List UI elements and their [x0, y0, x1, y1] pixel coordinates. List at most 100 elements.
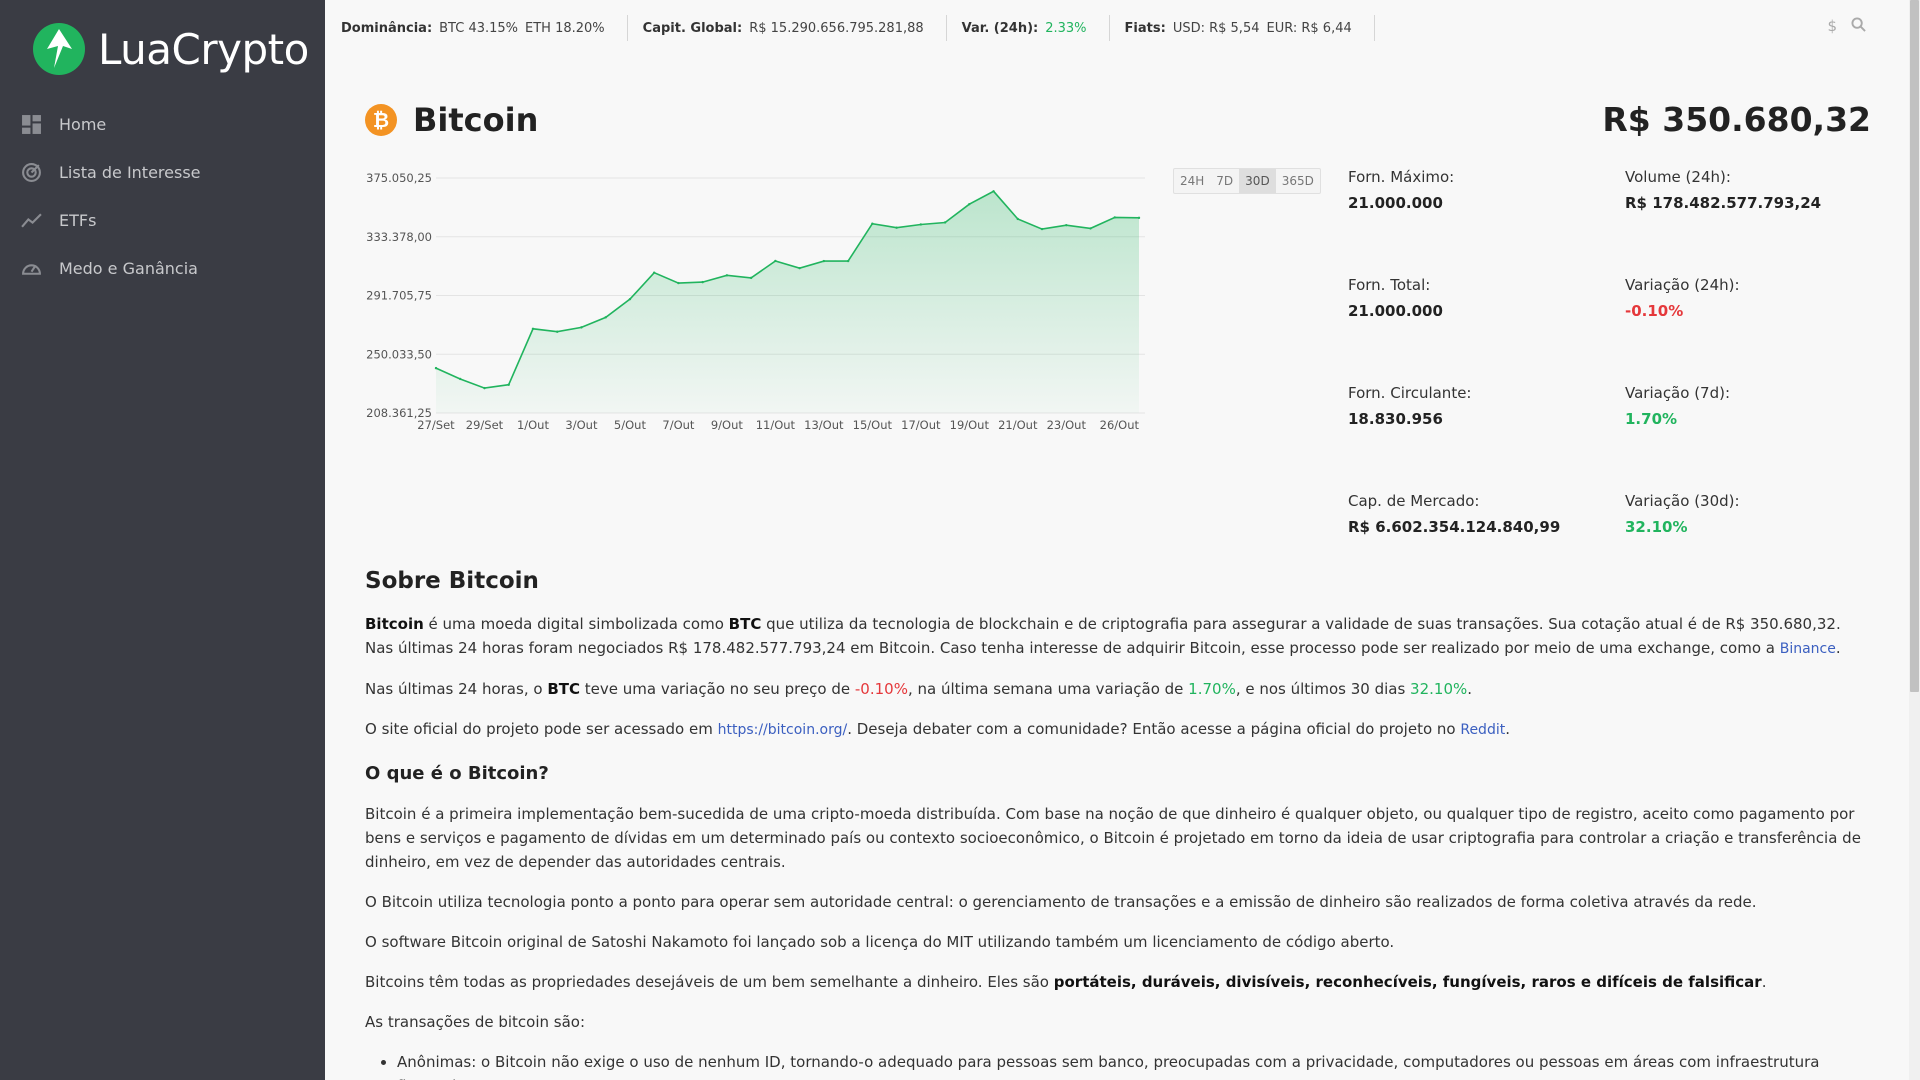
range-24h-button[interactable]: 24H — [1180, 174, 1205, 188]
x-tick-label: 26/Out — [1100, 418, 1140, 432]
data-point — [1113, 216, 1116, 219]
var30-inline: 32.10% — [1410, 680, 1468, 698]
var24-segment: Var. (24h): 2.33% — [947, 15, 1110, 41]
data-point — [774, 259, 777, 263]
stat-var24: Variação (24h): -0.10% — [1625, 276, 1740, 320]
global-cap-label: Capit. Global: — [642, 20, 743, 36]
scrollbar[interactable] — [1909, 0, 1920, 1080]
target-icon — [22, 162, 41, 182]
description-paragraph: O software Bitcoin original de Satoshi N… — [365, 933, 1395, 951]
data-point — [895, 226, 898, 229]
search-icon[interactable] — [1851, 17, 1866, 32]
dominance-eth: ETH 18.20% — [525, 20, 605, 36]
text: O site oficial do projeto pode ser acess… — [365, 720, 718, 738]
text: . — [1467, 680, 1473, 698]
stat-value: 18.830.956 — [1348, 410, 1443, 428]
bitcoin-logo-icon: ₿ — [365, 104, 397, 136]
data-point — [701, 280, 704, 284]
text: é uma moeda digital simbolizada como — [423, 615, 729, 633]
data-point — [968, 202, 971, 206]
data-point — [556, 330, 559, 333]
text: , e nos últimos 30 dias — [1235, 680, 1411, 698]
stat-label: Forn. Máximo: — [1348, 168, 1455, 186]
var24-value: 2.33% — [1045, 20, 1087, 36]
data-point — [725, 274, 729, 277]
x-tick-label: 23/Out — [1047, 418, 1087, 432]
x-tick-label: 21/Out — [998, 418, 1038, 432]
stat-label: Variação (24h): — [1625, 276, 1740, 294]
data-point — [1065, 223, 1068, 227]
sidebar-item-label: ETFs — [59, 210, 97, 230]
x-tick-label: 3/Out — [565, 418, 598, 432]
stat-total-supply: Forn. Total: 21.000.000 — [1348, 276, 1443, 320]
data-point — [1016, 217, 1019, 221]
dominance-label: Dominância: — [341, 20, 433, 36]
data-point — [434, 366, 438, 370]
global-cap-value: R$ 15.290.656.795.281,88 — [749, 20, 924, 36]
text: que utiliza da tecnologia de blockchain … — [365, 615, 1841, 657]
range-365d-button[interactable]: 365D — [1281, 174, 1314, 188]
series-area — [436, 191, 1139, 413]
x-tick-label: 11/Out — [756, 418, 796, 432]
gauge-icon — [22, 263, 41, 275]
variation-paragraph: Nas últimas 24 horas, o BTC teve uma var… — [365, 677, 1871, 701]
sidebar-nav: Home Lista de Interesse ETFs Medo e Ganâ… — [0, 100, 325, 292]
fiat-usd: USD: R$ 5,54 — [1172, 20, 1260, 36]
coin-title: Bitcoin — [413, 101, 539, 139]
logo-arrow-icon — [33, 23, 85, 75]
x-tick-label: 19/Out — [950, 418, 990, 432]
sidebar-item-label: Lista de Interesse — [59, 162, 201, 182]
stat-max-supply: Forn. Máximo: 21.000.000 — [1348, 168, 1454, 212]
official-site-link[interactable]: https://bitcoin.org/ — [717, 722, 848, 738]
data-point — [919, 223, 923, 226]
y-tick-label: 333.378,00 — [366, 230, 432, 244]
data-point — [483, 386, 486, 390]
binance-link[interactable]: Binance — [1779, 641, 1836, 657]
stat-value: 21.000.000 — [1348, 302, 1443, 320]
stat-circ-supply: Forn. Circulante: 18.830.956 — [1348, 384, 1471, 428]
range-7d-button[interactable]: 7D — [1216, 174, 1234, 188]
sidebar-item-fear-greed[interactable]: Medo e Ganância — [0, 244, 325, 292]
transactions-list: Anônimas: o Bitcoin não exige o uso de n… — [365, 1050, 1871, 1080]
sidebar: LuaCrypto Home Lista de Interesse ETFs M… — [0, 0, 325, 1080]
what-is-heading: O que é o Bitcoin? — [365, 763, 549, 784]
range-30d-button[interactable]: 30D — [1239, 169, 1276, 193]
about-title: Sobre Bitcoin — [365, 568, 539, 594]
sidebar-item-etfs[interactable]: ETFs — [0, 196, 325, 244]
data-point — [943, 221, 947, 224]
text: . — [1835, 639, 1841, 657]
about-section: Sobre Bitcoin Bitcoin é uma moeda digita… — [365, 566, 1871, 1080]
topbar-icons: $ — [1827, 17, 1866, 35]
sidebar-item-home[interactable]: Home — [0, 100, 325, 148]
data-point — [992, 190, 995, 193]
data-point — [580, 326, 583, 329]
data-point — [798, 266, 801, 270]
scrollbar-thumb[interactable] — [1910, 0, 1919, 692]
stat-label: Forn. Total: — [1348, 276, 1431, 294]
var24-inline: -0.10% — [854, 680, 908, 698]
data-point — [1040, 227, 1044, 231]
market-topbar: Dominância: BTC 43.15% ETH 18.20% Capit.… — [325, 0, 1920, 56]
main-content: ₿ Bitcoin R$ 350.680,32 24H 7D 30D 365D … — [365, 96, 1871, 1080]
x-tick-label: 27/Set — [417, 418, 455, 432]
sidebar-item-watchlist[interactable]: Lista de Interesse — [0, 148, 325, 196]
list-item: Anônimas: o Bitcoin não exige o uso de n… — [397, 1050, 1871, 1080]
stat-value: 32.10% — [1625, 518, 1688, 536]
text: . Deseja debater com a comunidade? Então… — [847, 720, 1461, 738]
x-tick-label: 5/Out — [614, 418, 647, 432]
y-tick-label: 375.050,25 — [366, 171, 432, 185]
x-tick-label: 17/Out — [901, 418, 941, 432]
var24-label: Var. (24h): — [961, 20, 1039, 36]
brand-logo[interactable]: LuaCrypto — [32, 20, 309, 78]
stat-var7: Variação (7d): 1.70% — [1625, 384, 1730, 428]
properties-strong: portáteis, duráveis, divisíveis, reconhe… — [1053, 973, 1762, 991]
currency-icon[interactable]: $ — [1827, 17, 1837, 35]
reddit-link[interactable]: Reddit — [1460, 722, 1506, 738]
stat-value: R$ 6.602.354.124.840,99 — [1348, 518, 1561, 536]
data-point — [604, 316, 607, 319]
range-selector: 24H 7D 30D 365D — [1173, 168, 1321, 194]
dominance-segment: Dominância: BTC 43.15% ETH 18.20% — [341, 15, 628, 41]
fiats-label: Fiats: — [1124, 20, 1166, 36]
description-paragraph: Bitcoin é a primeira implementação bem-s… — [365, 805, 1861, 871]
dominance-btc: BTC 43.15% — [439, 20, 519, 36]
